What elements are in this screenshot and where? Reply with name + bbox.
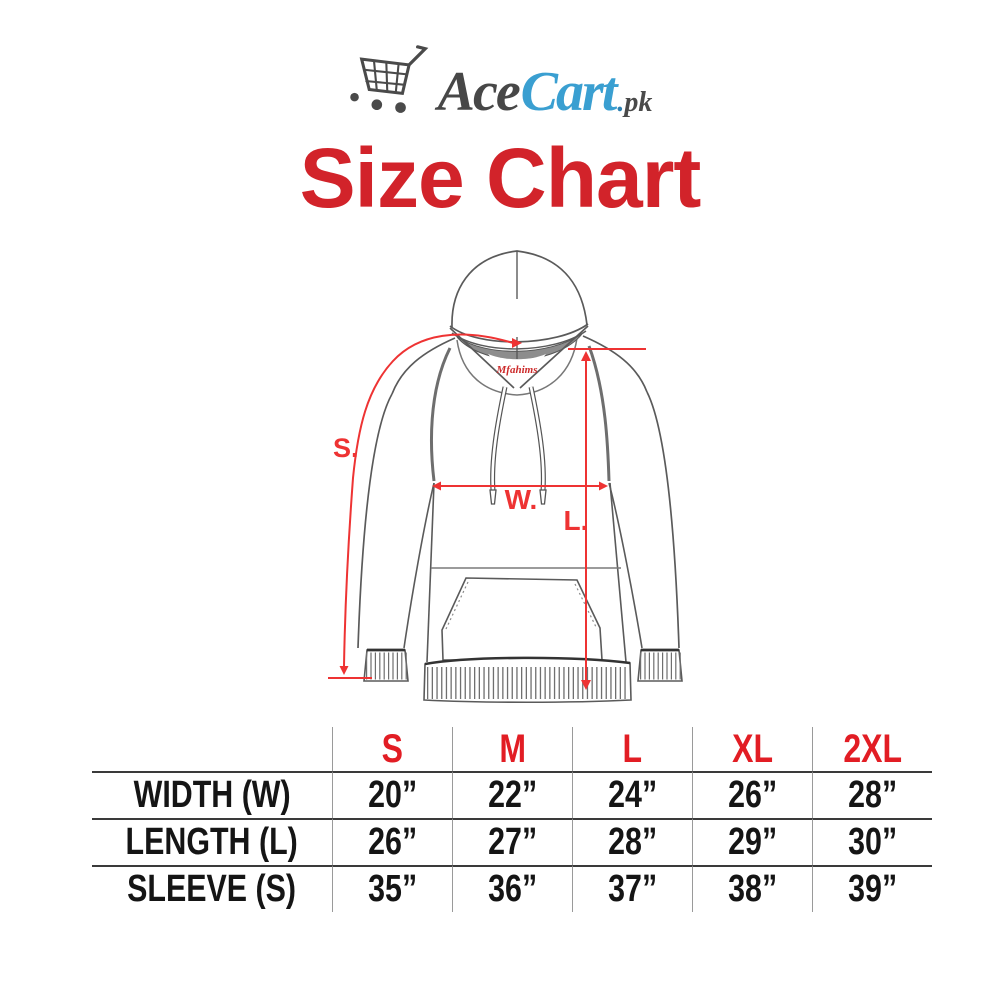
table-cell: 22”	[452, 771, 572, 818]
sleeve-measure-label: S.	[333, 433, 359, 463]
table-cell: 30”	[812, 818, 932, 865]
table-cell: 28”	[572, 818, 692, 865]
width-measure-label: W.	[505, 484, 538, 515]
column-header-2xl: 2XL	[812, 727, 932, 771]
table-cell: 24”	[572, 771, 692, 818]
table-cell: 38”	[692, 865, 812, 912]
table-cell: 26”	[692, 771, 812, 818]
hood-brand-script: Mfahims	[496, 364, 538, 376]
page-title: Size Chart	[299, 131, 702, 225]
hoodie-measurement-diagram: Mfahims S. W. L.	[328, 250, 683, 704]
brand-dot: .	[617, 87, 625, 118]
table-cell: 35”	[332, 865, 452, 912]
row-label-sleeve: SLEEVE (S)	[92, 865, 332, 912]
column-header-m: M	[452, 727, 572, 771]
table-cell: 39”	[812, 865, 932, 912]
brand-domain: .pk	[617, 89, 652, 117]
column-header-xl: XL	[692, 727, 812, 771]
brand-cart: Cart	[520, 61, 618, 123]
row-label-width: WIDTH (W)	[92, 771, 332, 818]
table-cell: 20”	[332, 771, 452, 818]
table-cell: 28”	[812, 771, 932, 818]
measurement-annotations: S. W. L.	[328, 333, 646, 690]
column-header-s: S	[332, 727, 452, 771]
table-cell: 26”	[332, 818, 452, 865]
size-table: S M L XL 2XL WIDTH (W) 20” 22” 24” 26” 2…	[92, 727, 932, 912]
brand-ace: Ace	[437, 61, 521, 123]
length-measure-label: L.	[564, 505, 589, 536]
brand-tld-text: pk	[624, 87, 653, 118]
brand-logo: Ace Cart .pk	[0, 44, 1000, 120]
table-cell: 37”	[572, 865, 692, 912]
table-cell: 27”	[452, 818, 572, 865]
table-corner-cell	[92, 727, 332, 771]
shopping-cart-icon	[349, 45, 428, 113]
table-cell: 36”	[452, 865, 572, 912]
row-label-length: LENGTH (L)	[92, 818, 332, 865]
table-cell: 29”	[692, 818, 812, 865]
column-header-l: L	[572, 727, 692, 771]
